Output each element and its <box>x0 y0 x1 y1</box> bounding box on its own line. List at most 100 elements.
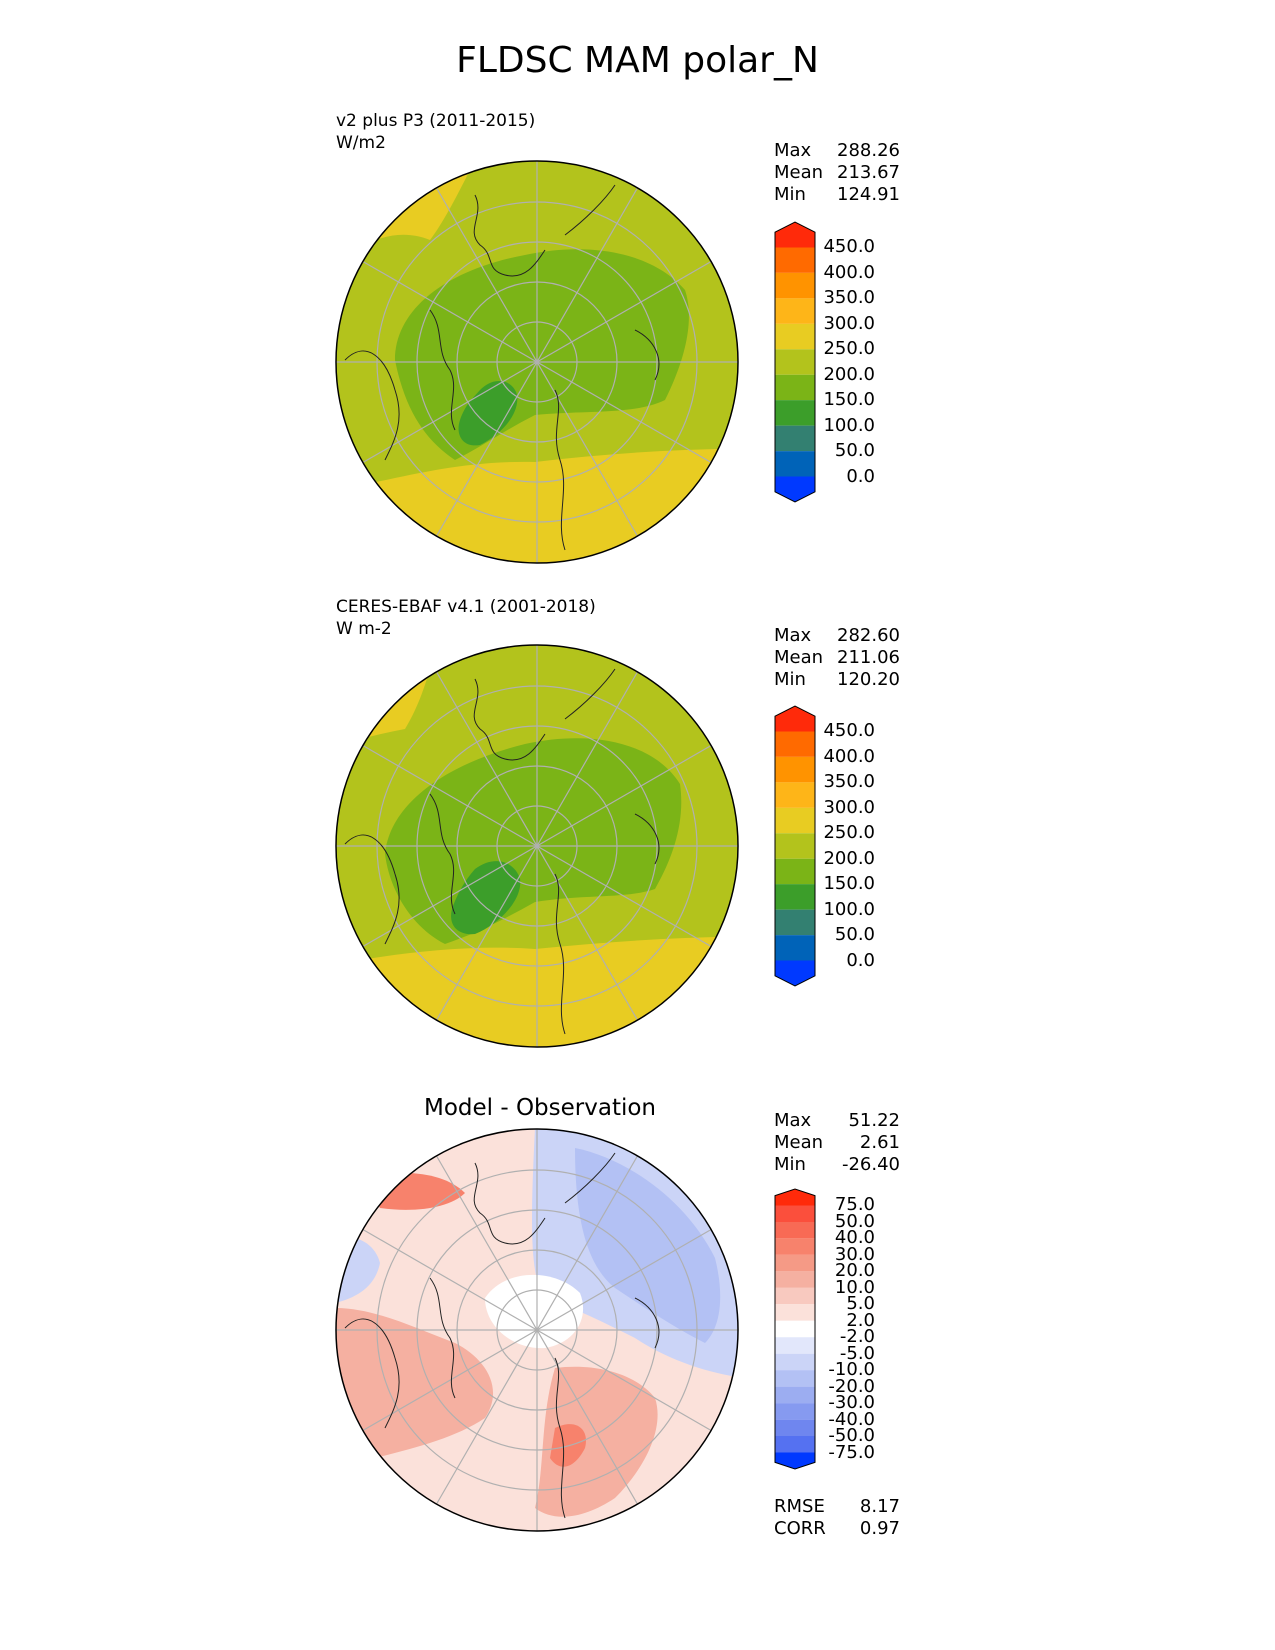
min-value: 124.91 <box>837 184 900 205</box>
colorbar-segment <box>775 1271 815 1288</box>
max-value: 51.22 <box>848 1110 900 1131</box>
panel3-polar-map <box>335 1128 739 1532</box>
colorbar-segment <box>775 782 815 808</box>
colorbar-tick-label: 100.0 <box>823 898 875 920</box>
colorbar-tick-label: 40.0 <box>834 1227 875 1249</box>
panel1-label: v2 plus P3 (2011-2015) W/m2 <box>336 110 535 154</box>
colorbar-segment <box>775 400 815 426</box>
zone-100-150 <box>451 861 521 935</box>
colorbar-tick-label: -40.0 <box>828 1408 875 1430</box>
min-label: Min <box>774 1154 806 1175</box>
colorbar-segment <box>775 451 815 477</box>
colorbar-tick-label: 75.0 <box>834 1194 875 1216</box>
mean-label: Mean <box>774 162 824 183</box>
colorbar-tick-label: 100.0 <box>823 414 875 436</box>
colorbar-tick-label: 30.0 <box>834 1243 875 1265</box>
panel3-colorbar-labels: 75.0 50.0 40.0 30.0 20.0 10.0 5.0 2.0 -2.0 -5.0 -1… <box>820 1185 875 1475</box>
panel2-colorbar-labels: 450.0 400.0 350.0 300.0 250.0 200.0 150.0 100.0… <box>820 702 875 992</box>
colorbar-segment <box>775 756 815 783</box>
colorbar-tick-label: 10.0 <box>834 1276 875 1298</box>
panel3-graticule <box>336 1129 738 1531</box>
colorbar-tick-label: -30.0 <box>828 1392 875 1414</box>
colorbar-tick-label: -20.0 <box>828 1375 875 1397</box>
colorbar-segment <box>775 349 815 375</box>
map-boundary <box>335 644 739 1048</box>
colorbar-tick-label: 20.0 <box>834 1260 875 1282</box>
colorbar-tick-label: 50.0 <box>834 924 875 946</box>
max-label: Max <box>774 625 812 646</box>
colorbar-segment <box>775 1320 815 1338</box>
colorbar-segment <box>775 1238 815 1255</box>
colorbar-segment <box>775 1419 815 1437</box>
mean-value: 2.61 <box>859 1132 900 1153</box>
colorbar-segment <box>775 323 815 350</box>
colorbar-segment <box>775 1287 815 1305</box>
corr-value: 0.97 <box>859 1518 900 1539</box>
colorbar-segment <box>775 425 815 452</box>
colorbar-tick-label: -10.0 <box>828 1359 875 1381</box>
colorbar-tick-label: -75.0 <box>828 1441 875 1463</box>
panel2-polar-map <box>335 644 739 1048</box>
colorbar-tick-label: 50.0 <box>834 1210 875 1232</box>
colorbar-segment <box>775 1403 815 1420</box>
colorbar-outline <box>774 221 816 503</box>
min-label: Min <box>774 669 806 690</box>
colorbar-tick-label: 250.0 <box>823 338 875 360</box>
colorbar-segment <box>775 476 815 502</box>
panel1-stats: Max 288.26 Mean 213.67 Min 124.91 <box>774 140 900 206</box>
colorbar-tick-label: 50.0 <box>834 440 875 462</box>
panel2-units-label: W m-2 <box>336 619 392 639</box>
rmse-value: 8.17 <box>859 1496 900 1517</box>
colorbar-tick-label: -2.0 <box>839 1326 875 1348</box>
colorbar-tick-label: 150.0 <box>823 873 875 895</box>
colorbar-tick-label: 450.0 <box>823 720 875 742</box>
min-label: Min <box>774 184 806 205</box>
colorbar-tick-label: 0.0 <box>846 465 875 487</box>
colorbar-segment <box>775 1205 815 1222</box>
colorbar-segment <box>775 1337 815 1354</box>
panel1-colorbar-labels: 450.0 400.0 350.0 300.0 250.0 200.0 150.0 100.0… <box>820 218 875 508</box>
colorbar-tick-label: 400.0 <box>823 745 875 767</box>
colorbar-segment <box>775 1436 815 1453</box>
mean-value: 213.67 <box>837 162 900 183</box>
colorbar-segment <box>775 833 815 859</box>
colorbar-segment <box>775 1452 815 1469</box>
colorbar-tick-label: 300.0 <box>823 312 875 334</box>
colorbar-tick-label: 400.0 <box>823 261 875 283</box>
colorbar-segment <box>775 731 815 757</box>
map-boundary <box>335 160 739 564</box>
colorbar-tick-label: 2.0 <box>846 1309 875 1331</box>
colorbar-segment <box>775 1254 815 1272</box>
panel1-colorbar <box>774 221 816 503</box>
corr-label: CORR <box>774 1518 826 1539</box>
colorbar-segment <box>775 935 815 961</box>
colorbar-tick-label: 200.0 <box>823 363 875 385</box>
panel2-graticule <box>336 645 738 1047</box>
colorbar-segment <box>775 909 815 936</box>
colorbar-segment <box>775 807 815 834</box>
colorbar-segment <box>775 960 815 986</box>
panel1-coastlines <box>344 184 660 551</box>
colorbar-tick-label: -50.0 <box>828 1425 875 1447</box>
colorbar-segment <box>775 1353 815 1371</box>
rmse-label: RMSE <box>774 1496 825 1517</box>
mean-label: Mean <box>774 1132 824 1153</box>
mean-label: Mean <box>774 647 824 668</box>
colorbar-segment <box>775 374 815 401</box>
colorbar-outline <box>774 1188 816 1470</box>
colorbar-segment <box>775 884 815 910</box>
panel3-coastlines <box>344 1152 660 1519</box>
panel2-label: CERES-EBAF v4.1 (2001-2018) W m-2 <box>336 596 596 640</box>
colorbar-segment <box>775 1221 815 1239</box>
colorbar-tick-label: 250.0 <box>823 822 875 844</box>
colorbar-tick-label: 350.0 <box>823 287 875 309</box>
colorbar-tick-label: 5.0 <box>846 1293 875 1315</box>
colorbar-segment <box>775 298 815 324</box>
panel1-dataset-label: v2 plus P3 (2011-2015) <box>336 111 536 131</box>
panel2-dataset-label: CERES-EBAF v4.1 (2001-2018) <box>336 597 596 617</box>
colorbar-tick-label: 200.0 <box>823 847 875 869</box>
max-label: Max <box>774 1110 812 1131</box>
colorbar-tick-label: 0.0 <box>846 949 875 971</box>
max-value: 282.60 <box>837 625 900 646</box>
zone-100-150 <box>458 380 518 446</box>
